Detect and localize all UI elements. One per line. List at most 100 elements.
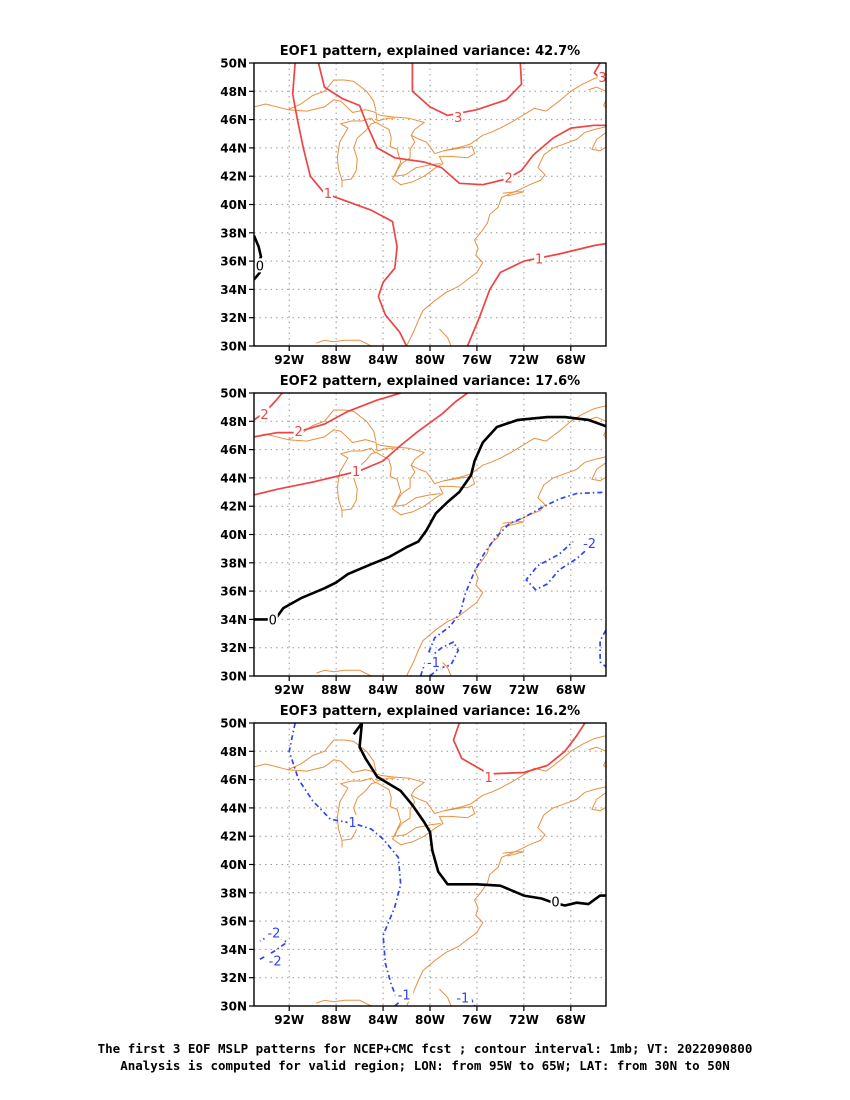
lat-tick-label: 42N bbox=[220, 830, 247, 844]
lat-tick-label: 48N bbox=[220, 745, 247, 759]
contour-label: 1 bbox=[348, 816, 356, 831]
lon-tick-label: 68W bbox=[556, 683, 586, 697]
lon-tick-label: 80W bbox=[415, 1013, 445, 1027]
coastline bbox=[439, 988, 452, 1006]
coastline bbox=[341, 113, 476, 186]
lon-tick-label: 76W bbox=[462, 353, 492, 367]
eof2-panel: EOF2 pattern, explained variance: 17.6% 2… bbox=[220, 374, 607, 697]
coastline bbox=[333, 999, 378, 1006]
negative-contour bbox=[419, 491, 606, 676]
contour-label: -2 bbox=[267, 926, 280, 941]
coastline bbox=[287, 79, 377, 112]
coastline bbox=[333, 669, 378, 676]
lat-tick-label: 50N bbox=[220, 717, 247, 731]
contour-label: -2 bbox=[583, 537, 596, 552]
contour-label-bg bbox=[267, 612, 278, 627]
contour-label: -1 bbox=[456, 992, 469, 1007]
lon-tick-label: 80W bbox=[415, 353, 445, 367]
lat-tick-label: 44N bbox=[220, 801, 247, 815]
coastline bbox=[603, 98, 606, 109]
contour-label-bg bbox=[347, 815, 358, 830]
zero-contour bbox=[352, 723, 606, 907]
coastline bbox=[591, 461, 606, 482]
lon-tick-label: 72W bbox=[509, 353, 539, 367]
lon-tick-label: 92W bbox=[274, 1013, 304, 1027]
lat-tick-label: 36N bbox=[220, 585, 247, 599]
coastline bbox=[316, 669, 334, 674]
coastline bbox=[406, 131, 586, 346]
contour-label-bg bbox=[395, 987, 414, 1002]
coastline bbox=[333, 339, 378, 346]
negative-contour bbox=[288, 723, 402, 1000]
lat-tick-label: 48N bbox=[220, 415, 247, 429]
panel-title: EOF2 pattern, explained variance: 17.6% bbox=[280, 374, 580, 389]
contour-label: 2 bbox=[294, 425, 302, 440]
lat-tick-label: 46N bbox=[220, 443, 247, 457]
coastline bbox=[316, 339, 334, 344]
coastline bbox=[287, 429, 395, 452]
lat-tick-label: 50N bbox=[220, 387, 247, 401]
coastline bbox=[336, 447, 376, 511]
contour-label-bg bbox=[266, 953, 285, 968]
coastline bbox=[254, 433, 289, 441]
coastline bbox=[591, 131, 606, 152]
contour-label-bg bbox=[550, 894, 561, 909]
lat-tick-label: 30N bbox=[220, 340, 247, 354]
coastline bbox=[603, 428, 606, 439]
contour-label-bg bbox=[580, 535, 599, 550]
coastline bbox=[603, 758, 606, 769]
contour-label: 2 bbox=[504, 172, 512, 187]
lat-tick-label: 32N bbox=[220, 971, 247, 985]
positive-contour bbox=[452, 723, 586, 775]
contour-label-bg bbox=[503, 170, 514, 185]
lon-tick-label: 76W bbox=[462, 683, 492, 697]
contour-label: 2 bbox=[260, 408, 268, 423]
contour-label-bg bbox=[351, 463, 362, 478]
lat-tick-label: 36N bbox=[220, 255, 247, 269]
lat-tick-label: 32N bbox=[220, 311, 247, 325]
lat-tick-label: 34N bbox=[220, 283, 247, 297]
lon-tick-label: 88W bbox=[321, 683, 351, 697]
contour-label: 0 bbox=[551, 895, 559, 910]
coastline bbox=[588, 746, 606, 752]
lat-tick-label: 36N bbox=[220, 915, 247, 929]
caption-line-1: The first 3 EOF MSLP patterns for NCEP+C… bbox=[97, 1041, 753, 1056]
negative-contour bbox=[394, 991, 413, 1006]
lat-tick-label: 38N bbox=[220, 226, 247, 240]
coastline bbox=[502, 851, 525, 857]
lon-tick-label: 84W bbox=[368, 683, 398, 697]
coastline bbox=[254, 103, 289, 111]
lon-tick-label: 92W bbox=[274, 683, 304, 697]
contour-label-bg bbox=[293, 424, 304, 439]
coastline bbox=[443, 437, 547, 482]
contour-label-bg bbox=[534, 251, 545, 266]
contour-label: 0 bbox=[256, 259, 264, 274]
lat-tick-label: 46N bbox=[220, 773, 247, 787]
coastline bbox=[254, 763, 289, 771]
map-body: 1 0 1 -1 -1 -2 -2 bbox=[254, 723, 606, 1007]
lat-tick-label: 40N bbox=[220, 528, 247, 542]
lat-tick-label: 42N bbox=[220, 500, 247, 514]
coastline bbox=[502, 191, 525, 197]
eof1-panel: EOF1 pattern, explained variance: 42.7% 1… bbox=[220, 44, 607, 367]
coastline bbox=[502, 521, 525, 527]
coastline bbox=[336, 117, 376, 181]
lat-tick-label: 42N bbox=[220, 170, 247, 184]
coastline bbox=[336, 777, 376, 841]
coastline bbox=[394, 134, 441, 177]
lon-tick-label: 80W bbox=[415, 683, 445, 697]
lat-tick-label: 40N bbox=[220, 858, 247, 872]
positive-contour bbox=[291, 63, 408, 346]
coastline bbox=[545, 405, 606, 442]
coastline bbox=[443, 767, 547, 812]
contour-label: -1 bbox=[398, 989, 411, 1004]
coastline bbox=[584, 456, 606, 463]
zero-contour bbox=[254, 415, 606, 621]
positive-contour bbox=[466, 242, 606, 346]
map-body: 1 1 2 3 3 0 bbox=[254, 63, 606, 346]
coastline bbox=[341, 443, 476, 516]
lon-tick-label: 88W bbox=[321, 353, 351, 367]
contour-label-bg bbox=[254, 258, 265, 273]
coastline bbox=[394, 794, 441, 837]
